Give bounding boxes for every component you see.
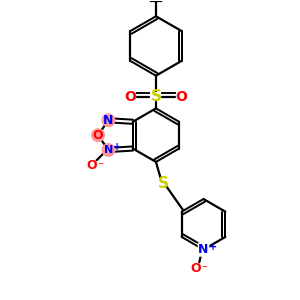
Circle shape [102,114,115,127]
Text: N: N [103,114,114,127]
Text: +: + [113,142,122,152]
Text: O: O [190,262,201,275]
Text: S: S [158,176,169,191]
Text: ⁻: ⁻ [98,161,103,171]
Text: O: O [87,159,98,172]
Text: +: + [209,242,217,252]
Text: S: S [150,89,161,104]
Text: O: O [125,89,136,103]
Text: N: N [198,243,209,256]
Circle shape [102,144,115,156]
Text: O: O [175,89,187,103]
Text: ⁻: ⁻ [201,264,207,274]
Circle shape [92,129,104,141]
Text: O: O [93,129,103,142]
Text: N: N [104,145,113,155]
